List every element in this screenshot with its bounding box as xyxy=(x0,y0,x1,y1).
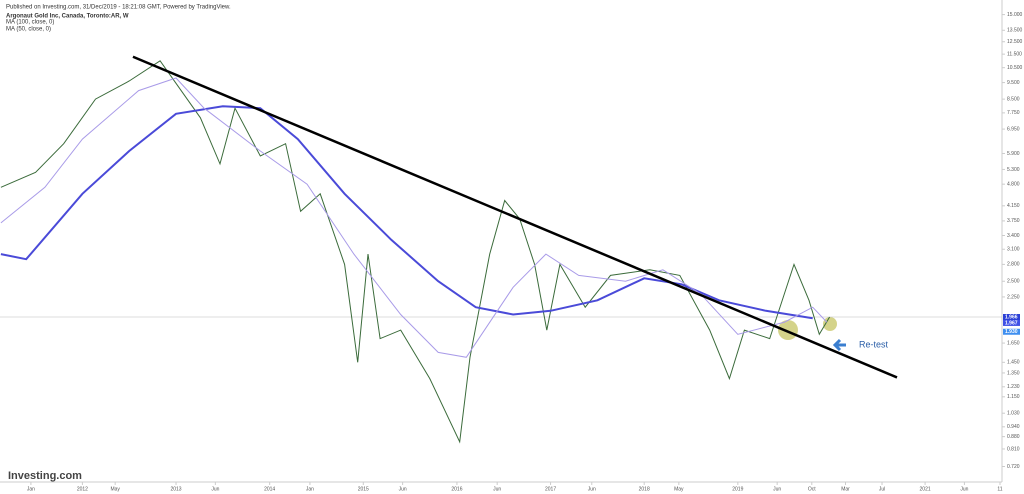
x-tick-label: Jan xyxy=(306,486,314,492)
price-label: 1.930 xyxy=(1005,329,1018,335)
x-tick-label: 11 xyxy=(997,486,1002,492)
x-tick-label: Mar xyxy=(841,486,850,492)
highlight xyxy=(823,317,837,331)
y-tick-label: 13.500 xyxy=(1007,28,1023,34)
y-tick-label: 5.900 xyxy=(1007,151,1020,157)
y-tick-label: 1.230 xyxy=(1007,384,1020,390)
x-tick-label: 2014 xyxy=(264,486,275,492)
x-tick-label: Jan xyxy=(27,486,35,492)
trendline xyxy=(132,55,898,379)
x-tick-label: Jun xyxy=(493,486,501,492)
x-tick-label: 2015 xyxy=(358,486,369,492)
published-note: Published on Investing.com, 31/Dec/2019 … xyxy=(6,5,231,11)
y-tick-label: 1.650 xyxy=(1007,340,1020,346)
y-tick-label: 0.880 xyxy=(1007,434,1020,440)
y-tick-label: 3.100 xyxy=(1007,247,1020,253)
y-tick-label: 1.350 xyxy=(1007,370,1020,376)
y-tick-label: 15.000 xyxy=(1007,12,1023,18)
series-line xyxy=(0,77,828,358)
price-label-box xyxy=(1003,314,1020,321)
y-tick-label: 10.500 xyxy=(1007,65,1023,71)
x-tick-label: 2016 xyxy=(451,486,462,492)
legend-entry: MA (100, close, 0) xyxy=(6,20,54,26)
y-tick-label: 12.500 xyxy=(1007,39,1023,45)
x-tick-label: 2019 xyxy=(732,486,743,492)
y-tick-label: 9.500 xyxy=(1007,80,1020,86)
y-tick-label: 0.810 xyxy=(1007,446,1020,452)
logo: Investing.com xyxy=(8,470,82,482)
y-tick-label: 1.450 xyxy=(1007,360,1020,366)
x-tick-label: Jun xyxy=(588,486,596,492)
annotation: Re-test xyxy=(859,339,889,349)
y-tick-label: 0.720 xyxy=(1007,464,1020,470)
y-tick-label: 11.500 xyxy=(1007,51,1022,57)
series-line xyxy=(0,105,813,320)
x-tick-label: Jun xyxy=(960,486,968,492)
x-tick-label: Jun xyxy=(399,486,407,492)
y-tick-label: 1.030 xyxy=(1007,411,1020,417)
x-tick-label: 2018 xyxy=(639,486,650,492)
y-tick-label: 3.750 xyxy=(1007,218,1020,224)
y-tick-label: 2.800 xyxy=(1007,262,1020,268)
x-tick-label: 2012 xyxy=(77,486,88,492)
chart-title: Argonaut Gold Inc, Canada, Toronto:AR, W xyxy=(6,14,129,20)
y-tick-label: 1.150 xyxy=(1007,394,1020,400)
series-line xyxy=(0,60,831,444)
x-tick-label: Jun xyxy=(773,486,781,492)
x-tick-label: May xyxy=(110,486,120,492)
x-tick-label: May xyxy=(674,486,684,492)
legend-entry: MA (50, close, 0) xyxy=(6,27,51,33)
price-label: 1.967 xyxy=(1005,320,1018,326)
y-tick-label: 6.950 xyxy=(1007,126,1020,132)
x-tick-label: 2017 xyxy=(545,486,556,492)
price-label: 1.966 xyxy=(1005,314,1018,320)
y-tick-label: 4.150 xyxy=(1007,203,1020,209)
x-tick-label: Jun xyxy=(211,486,219,492)
arrow xyxy=(832,338,846,352)
x-tick-label: 2021 xyxy=(920,486,931,492)
y-tick-label: 0.940 xyxy=(1007,424,1020,430)
y-tick-label: 5.300 xyxy=(1007,167,1020,173)
price-label-box xyxy=(1003,319,1020,326)
y-tick-label: 3.400 xyxy=(1007,233,1020,239)
y-tick-label: 4.800 xyxy=(1007,181,1020,187)
x-tick-label: Jul xyxy=(879,486,885,492)
x-tick-label: Oct xyxy=(808,486,816,492)
x-tick-label: 2013 xyxy=(170,486,181,492)
y-tick-label: 7.750 xyxy=(1007,110,1020,116)
y-tick-label: 2.250 xyxy=(1007,294,1020,300)
y-tick-label: 2.500 xyxy=(1007,279,1020,285)
y-tick-label: 8.500 xyxy=(1007,96,1020,102)
price-label-box xyxy=(1003,328,1020,335)
